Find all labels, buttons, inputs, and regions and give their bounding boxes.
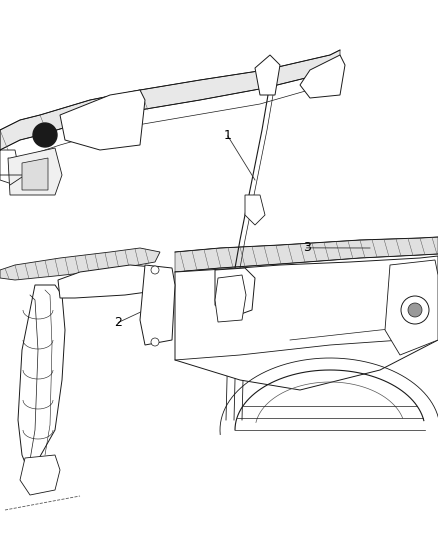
Text: 1: 1 (224, 130, 232, 142)
Polygon shape (140, 265, 175, 345)
Text: 2: 2 (114, 316, 122, 329)
Polygon shape (60, 90, 145, 150)
Polygon shape (300, 55, 345, 98)
Text: 3: 3 (303, 241, 311, 254)
Polygon shape (8, 148, 62, 195)
Polygon shape (22, 158, 48, 190)
Polygon shape (20, 455, 60, 495)
Circle shape (151, 266, 159, 274)
Polygon shape (245, 195, 265, 225)
Polygon shape (175, 237, 438, 272)
Polygon shape (385, 260, 438, 355)
Polygon shape (18, 285, 65, 470)
Polygon shape (0, 50, 340, 150)
Circle shape (33, 123, 57, 147)
Polygon shape (0, 248, 160, 280)
Circle shape (151, 338, 159, 346)
Polygon shape (215, 268, 255, 318)
Polygon shape (175, 256, 438, 390)
Circle shape (401, 296, 429, 324)
Polygon shape (255, 55, 280, 95)
Polygon shape (58, 265, 165, 298)
Circle shape (408, 303, 422, 317)
Polygon shape (215, 275, 246, 322)
